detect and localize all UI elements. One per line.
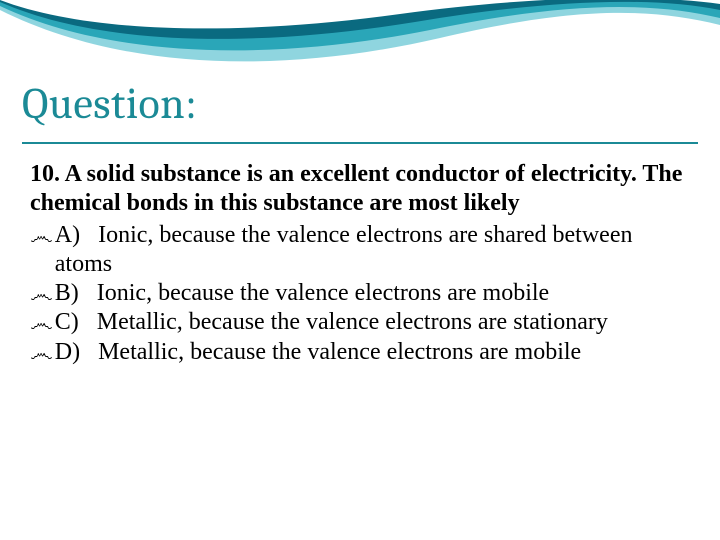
option-a-text: A) Ionic, because the valence electrons … <box>55 221 690 280</box>
wave-svg <box>0 0 720 80</box>
option-c-label: C) <box>55 309 79 335</box>
option-a-label: A) <box>55 222 80 248</box>
decorative-wave <box>0 0 720 80</box>
option-c-body: Metallic, because the valence electrons … <box>97 309 608 335</box>
option-d-body: Metallic, because the valence electrons … <box>98 339 581 365</box>
bullet-icon: ෴ <box>30 340 53 369</box>
wave-layer-white <box>0 0 720 28</box>
option-c-text: C) Metallic, because the valence electro… <box>55 308 690 337</box>
option-b-label: B) <box>55 280 79 306</box>
option-d-text: D) Metallic, because the valence electro… <box>55 338 690 367</box>
bullet-icon: ෴ <box>30 310 53 339</box>
option-c: ෴ C) Metallic, because the valence elect… <box>30 308 690 337</box>
question-body: 10. A solid substance is an excellent co… <box>30 160 690 367</box>
option-a-body: Ionic, because the valence electrons are… <box>55 222 633 277</box>
wave-layer-light <box>0 0 720 61</box>
wave-layer-dark <box>0 0 720 39</box>
bullet-icon: ෴ <box>30 281 53 310</box>
option-b-text: B) Ionic, because the valence electrons … <box>55 279 690 308</box>
wave-layer-mid <box>0 0 720 50</box>
option-a: ෴ A) Ionic, because the valence electron… <box>30 221 690 280</box>
question-stem: 10. A solid substance is an excellent co… <box>30 160 690 219</box>
option-d-label: D) <box>55 339 80 365</box>
bullet-icon: ෴ <box>30 223 53 252</box>
title-underline <box>22 142 698 144</box>
slide-title: Question: <box>22 78 197 129</box>
option-b-body: Ionic, because the valence electrons are… <box>97 280 549 306</box>
option-b: ෴ B) Ionic, because the valence electron… <box>30 279 690 308</box>
option-d: ෴ D) Metallic, because the valence elect… <box>30 338 690 367</box>
